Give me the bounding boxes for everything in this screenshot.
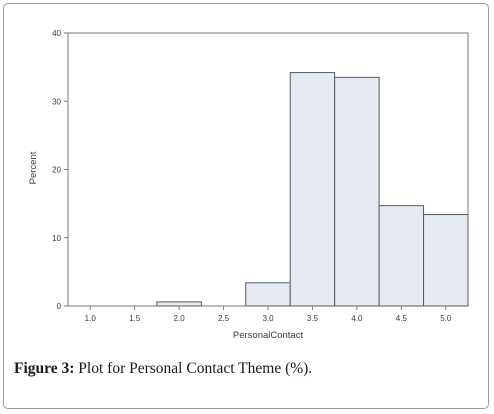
x-axis-ticks: 1.0 1.5 2.0 2.5 3.0 3.5 4.0 4.5 5.0: [85, 306, 452, 323]
histogram-bar-1: [245, 282, 291, 307]
y-tick-label: 0: [57, 302, 62, 311]
histogram-bar-4: [378, 205, 425, 307]
x-tick-label: 2.0: [174, 314, 186, 323]
histogram-bar-5: [423, 214, 469, 307]
histogram-bar-0: [156, 301, 202, 307]
x-tick-label: 2.5: [218, 314, 230, 323]
bars: [156, 72, 469, 307]
x-tick-label: 4.5: [396, 314, 408, 323]
y-tick-label: 40: [52, 29, 61, 38]
x-tick-label: 5.0: [440, 314, 452, 323]
y-tick-label: 20: [52, 166, 61, 175]
y-axis-ticks: 0 10 20 30 40: [52, 29, 68, 311]
histogram-bar-2: [289, 72, 336, 307]
figure-caption: Figure 3: Plot for Personal Contact Them…: [14, 360, 312, 378]
histogram-bar-3: [334, 76, 380, 307]
figure-caption-label: Figure 3:: [14, 360, 75, 377]
x-tick-label: 3.0: [262, 314, 274, 323]
y-axis-label: Percent: [28, 151, 39, 184]
x-tick-label: 3.5: [307, 314, 319, 323]
x-axis-label: PersonalContact: [233, 330, 304, 341]
x-tick-label: 1.0: [85, 314, 97, 323]
figure-caption-text: Plot for Personal Contact Theme (%).: [74, 360, 313, 377]
x-tick-label: 1.5: [129, 314, 141, 323]
y-tick-label: 30: [52, 97, 61, 106]
x-tick-label: 4.0: [351, 314, 363, 323]
y-tick-label: 10: [52, 234, 61, 243]
